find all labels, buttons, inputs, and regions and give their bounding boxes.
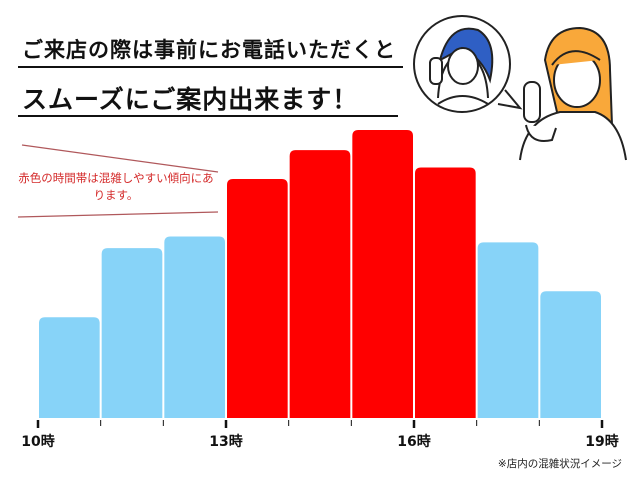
x-tick-labels: 10時 13時 16時 19時 [21,433,618,450]
bar-13-14 [227,178,288,418]
x-tick-label: 13時 [209,433,242,450]
bar-18-19 [540,291,601,418]
headline-underline-2 [18,115,398,117]
bar-16-17 [415,167,476,418]
headline-line-2: スムーズにご案内出来ます！ [22,85,359,114]
x-tick-label: 10時 [21,433,54,450]
x-tick-label: 19時 [585,433,618,450]
headline-line-1: ご来店の際は事前にお電話いただくと [22,38,396,62]
bar-11-12 [101,248,163,418]
bar-17-18 [477,242,539,418]
headline-underline-1 [18,66,403,68]
two-women-on-phone-icons [413,15,627,161]
busy-note: 赤色の時間帯は混雑しやすい傾向にあります。 [18,171,214,202]
x-tick-label: 16時 [397,433,430,450]
bar-12-13 [164,236,225,418]
bar-10-11 [39,317,100,418]
bar-15-16 [352,130,413,418]
note-line-bottom [17,211,219,218]
chart-caption: ※店内の混雑状況イメージ [497,458,622,470]
bar-14-15 [289,150,351,418]
note-line-top [21,144,219,173]
